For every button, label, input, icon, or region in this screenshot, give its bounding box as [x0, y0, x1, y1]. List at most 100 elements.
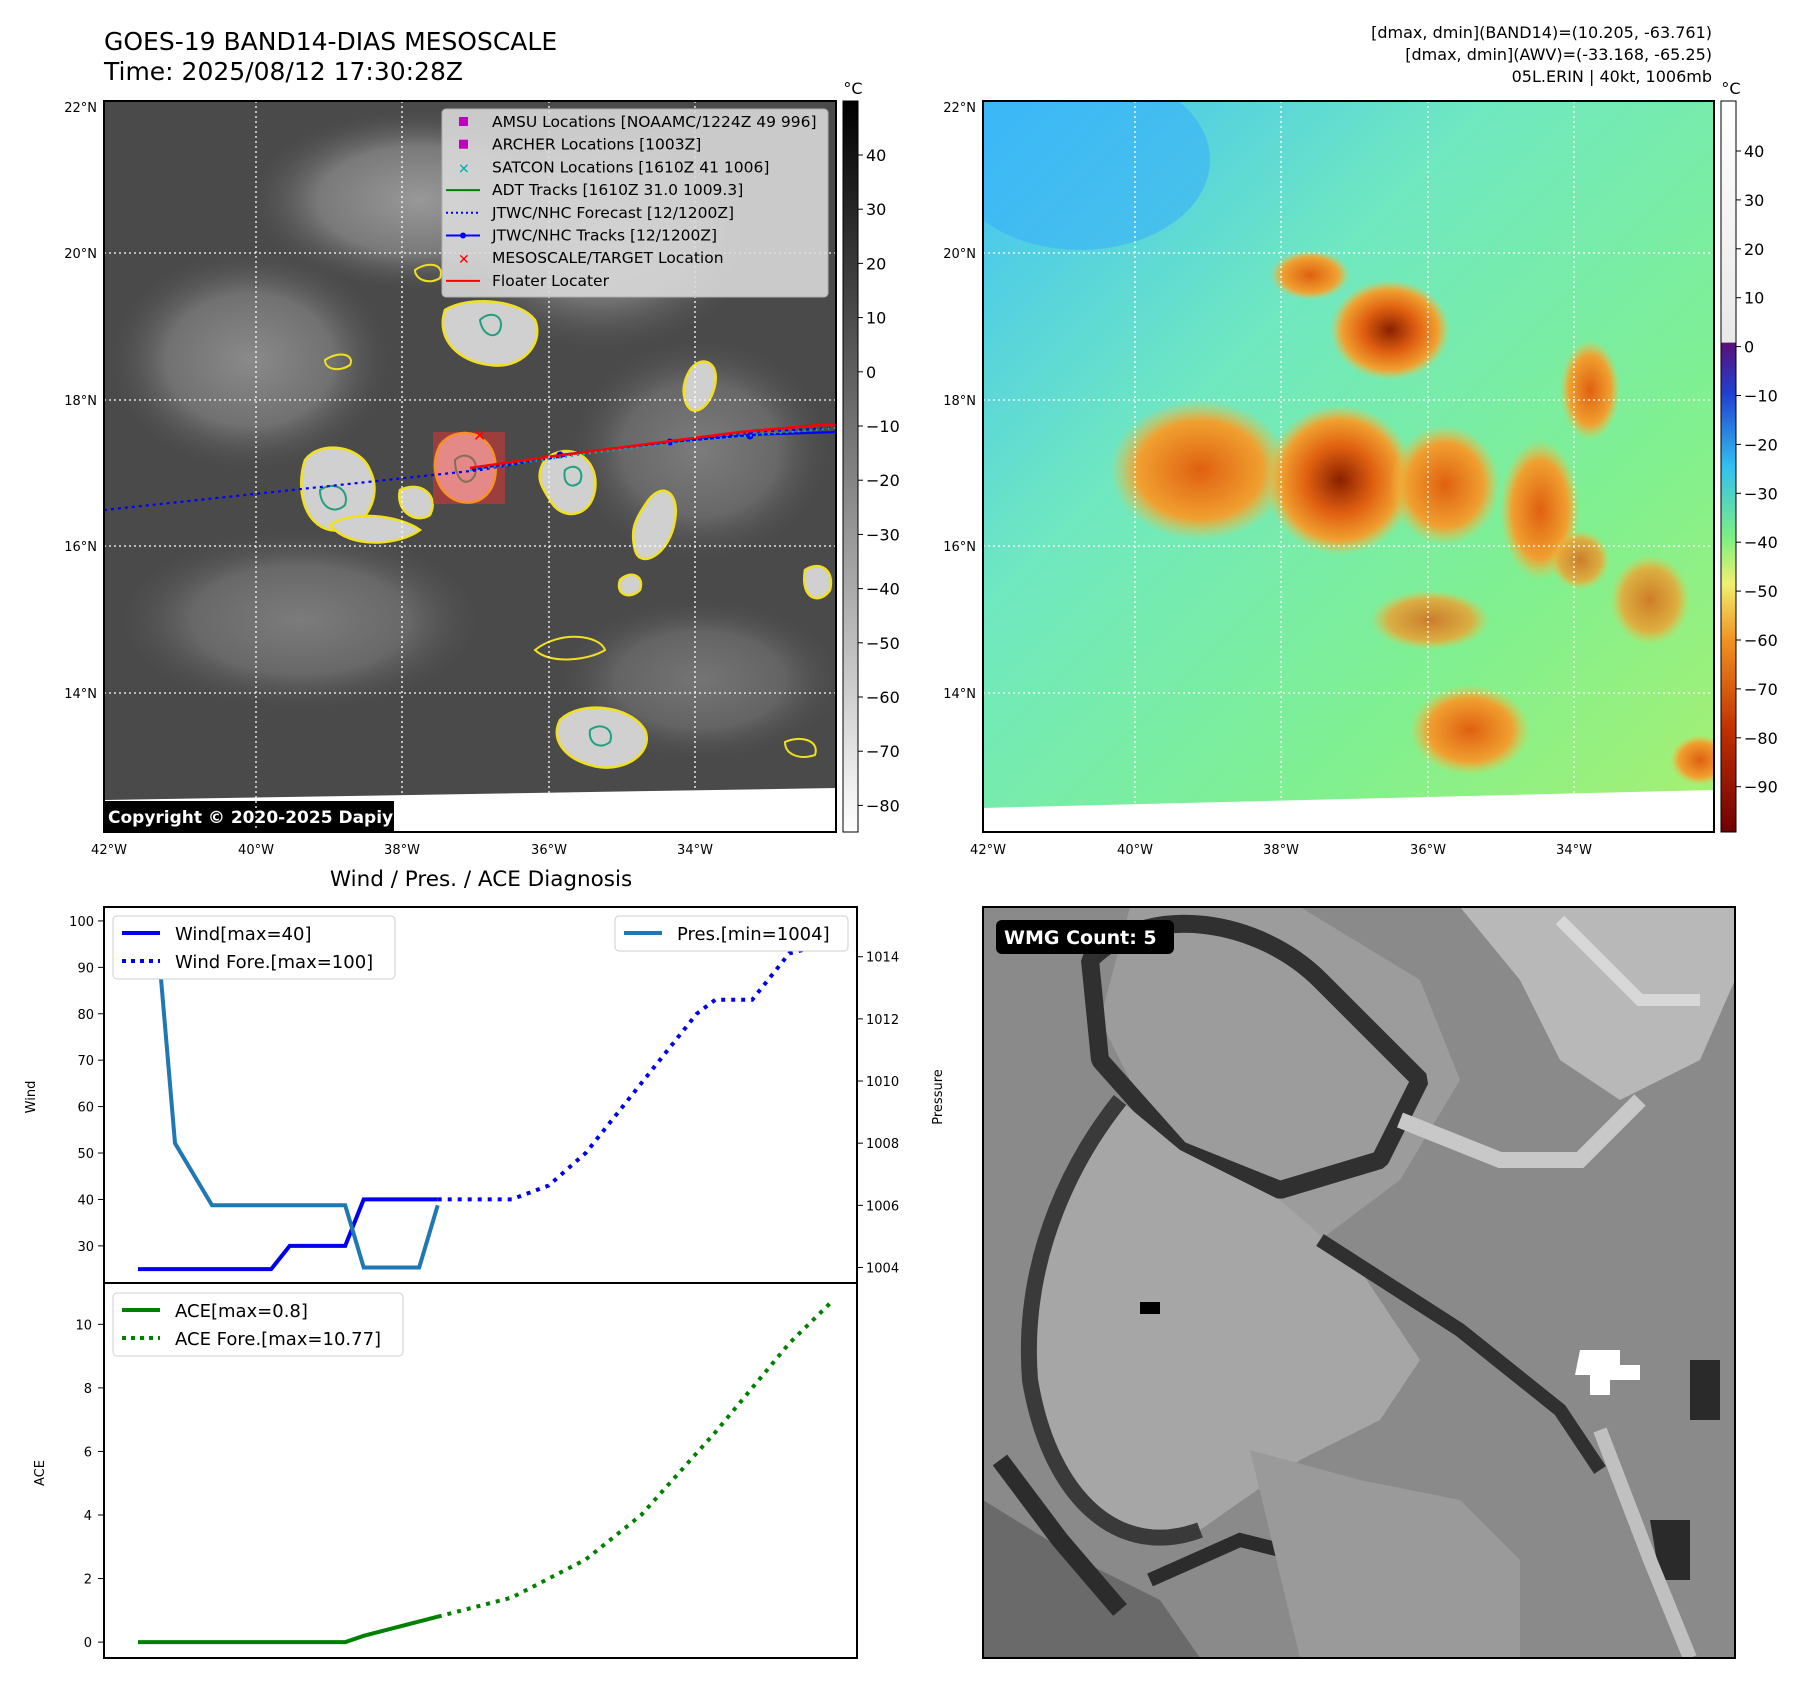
svg-text:34°W: 34°W	[1556, 843, 1592, 858]
legend-entry: ✕ SATCON Locations [1610Z 41 1006]	[458, 158, 769, 177]
gray-colorbar-tick: 40	[866, 146, 886, 165]
gray-colorbar-tick: −70	[866, 742, 900, 761]
gray-colorbar: °C 40 30 20 10 0 −10 −20 −30 −40 −50 −60 −70 −80	[842, 79, 900, 833]
info-band14: [dmax, dmin](BAND14)=(10.205, -63.761)	[1371, 23, 1712, 42]
awv-imagery	[983, 101, 1714, 832]
gray-colorbar-tick: −40	[866, 580, 900, 599]
svg-text:14°N: 14°N	[64, 687, 97, 702]
ace-tick-label: 10	[75, 1318, 92, 1333]
legend-square-marker	[459, 117, 468, 126]
ace-chart: 0 2 4 6 8 10 ACE ACE[max=0.8] ACE Fore.[max=1…	[33, 1282, 858, 1659]
wind-tick-label: 100	[69, 915, 94, 930]
color-colorbar-tick: −30	[1744, 484, 1778, 503]
legend-entry-label: MESOSCALE/TARGET Location	[492, 249, 724, 267]
svg-text:16°N: 16°N	[943, 540, 976, 555]
wmg-panel: WMG Count: 5	[982, 906, 1736, 1659]
gray-colorbar-unit: °C	[843, 79, 862, 98]
ace-tick-label: 2	[84, 1573, 92, 1588]
gray-colorbar-tick: −10	[866, 417, 900, 436]
info-awv: [dmax, dmin](AWV)=(-33.168, -65.25)	[1405, 45, 1712, 64]
wind-tick-label: 40	[77, 1193, 94, 1208]
ace-fore-legend-label: ACE Fore.[max=10.77]	[175, 1329, 381, 1350]
pressure-tick-label: 1014	[866, 951, 899, 966]
ir-lat-labels: 22°N 20°N 18°N 16°N 14°N	[64, 101, 97, 702]
color-colorbar-tick: −40	[1744, 533, 1778, 552]
series-line	[437, 942, 827, 1202]
target-x-marker: ✕	[473, 426, 486, 445]
svg-text:42°W: 42°W	[91, 843, 127, 858]
svg-text:42°W: 42°W	[970, 843, 1006, 858]
color-colorbar-tick: −70	[1744, 680, 1778, 699]
legend-entry: Floater Locater	[446, 272, 610, 290]
pressure-tick-label: 1006	[866, 1199, 899, 1214]
pressure-tick-label: 1012	[866, 1013, 899, 1028]
pressure-legend: Pres.[min=1004]	[614, 915, 849, 952]
svg-text:16°N: 16°N	[64, 540, 97, 555]
gray-colorbar-tick: 30	[866, 200, 886, 219]
svg-text:18°N: 18°N	[943, 394, 976, 409]
svg-text:14°N: 14°N	[943, 687, 976, 702]
mesoscale-box	[433, 432, 505, 504]
ace-tick-label: 0	[84, 1636, 92, 1651]
color-colorbar-tick: −50	[1744, 582, 1778, 601]
color-colorbar-unit: °C	[1721, 79, 1740, 98]
series-line	[138, 1197, 438, 1272]
wmg-imagery	[983, 907, 1735, 1658]
wind-pressure-chart: 30 40 50 60 70 80 90 100 1004 1006 1008 1010 1012 10…	[24, 906, 946, 1284]
gray-colorbar-tick: 10	[866, 309, 886, 328]
svg-text:18°N: 18°N	[64, 394, 97, 409]
color-colorbar-tick: 20	[1744, 240, 1764, 259]
figure-title: GOES-19 BAND14-DIAS MESOSCALE	[104, 27, 557, 56]
legend-entry-label: ARCHER Locations [1003Z]	[492, 136, 701, 154]
legend-entry: JTWC/NHC Tracks [12/1200Z]	[446, 227, 717, 245]
pressure-tick-label: 1010	[866, 1075, 899, 1090]
legend-square-marker	[459, 139, 468, 149]
color-colorbar-tick: 0	[1744, 338, 1754, 357]
wind-tick-label: 80	[77, 1008, 94, 1023]
ir-lon-labels: 42°W 40°W 38°W 36°W 34°W	[91, 843, 713, 858]
awv-lon-labels: 42°W 40°W 38°W 36°W 34°W	[970, 843, 1592, 858]
color-colorbar-tick: −80	[1744, 729, 1778, 748]
wind-tick-label: 70	[77, 1054, 94, 1069]
pressure-tick-label: 1008	[866, 1137, 899, 1152]
gray-colorbar-tick: −80	[866, 796, 900, 815]
svg-text:38°W: 38°W	[1263, 843, 1299, 858]
legend-entry-label: JTWC/NHC Tracks [12/1200Z]	[491, 227, 717, 245]
svg-text:40°W: 40°W	[1117, 843, 1153, 858]
svg-text:38°W: 38°W	[384, 843, 420, 858]
wmg-count-label: WMG Count: 5	[1004, 927, 1157, 949]
legend-entry-label: SATCON Locations [1610Z 41 1006]	[492, 158, 769, 176]
wind-fore-legend-label: Wind Fore.[max=100]	[175, 952, 373, 973]
legend-entry: JTWC/NHC Forecast [12/1200Z]	[446, 204, 734, 222]
svg-text:40°W: 40°W	[238, 843, 274, 858]
color-colorbar-tick: −90	[1744, 778, 1778, 797]
gray-colorbar-tick: 20	[866, 254, 886, 273]
svg-text:34°W: 34°W	[677, 843, 713, 858]
wind-tick-label: 60	[77, 1101, 94, 1116]
legend-entry: ARCHER Locations [1003Z]	[459, 136, 701, 154]
gray-colorbar-tick: −20	[866, 471, 900, 490]
svg-text:36°W: 36°W	[1410, 843, 1446, 858]
color-colorbar-tick: 40	[1744, 142, 1764, 161]
ace-tick-label: 8	[84, 1382, 92, 1397]
ace-tick-label: 4	[84, 1509, 92, 1524]
legend-entry-label: ADT Tracks [1610Z 31.0 1009.3]	[492, 181, 743, 199]
ace-axis-label: ACE	[33, 1460, 48, 1486]
gray-colorbar-tick: −60	[866, 688, 900, 707]
color-colorbar: °C 40 30 20 10 0 −10 −20 −30 −40 −50 −60 −70 −80 −90	[1720, 79, 1778, 833]
legend-x-marker: ✕	[458, 161, 470, 177]
awv-map-panel	[982, 100, 1715, 833]
color-colorbar-tick: 30	[1744, 191, 1764, 210]
legend-entry-label: JTWC/NHC Forecast [12/1200Z]	[491, 204, 734, 222]
info-storm: 05L.ERIN | 40kt, 1006mb	[1512, 67, 1712, 86]
color-colorbar-tick: 10	[1744, 289, 1764, 308]
legend-entry-label: Floater Locater	[492, 272, 610, 290]
wind-tick-label: 30	[77, 1240, 94, 1255]
legend-x-marker: ✕	[458, 252, 470, 268]
ace-tick-label: 6	[84, 1445, 92, 1460]
legend-entry: ✕ MESOSCALE/TARGET Location	[458, 249, 724, 268]
color-colorbar-tick: −60	[1744, 631, 1778, 650]
wind-tick-label: 90	[77, 961, 94, 976]
pressure-axis-label: Pressure	[931, 1069, 946, 1125]
